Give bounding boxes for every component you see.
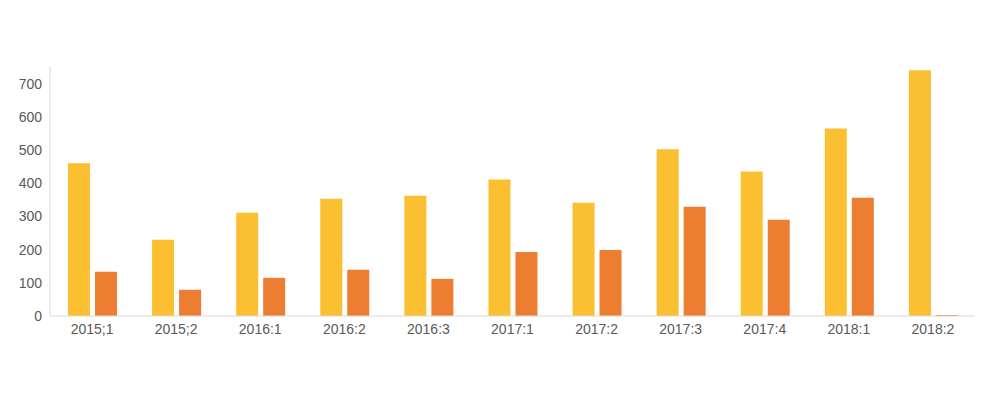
svg-text:2018:1: 2018:1 <box>827 321 870 337</box>
svg-text:2016:1: 2016:1 <box>239 321 282 337</box>
svg-text:2018:2: 2018:2 <box>912 321 955 337</box>
svg-text:0: 0 <box>34 308 42 324</box>
svg-text:2016:2: 2016:2 <box>323 321 366 337</box>
svg-text:500: 500 <box>19 142 43 158</box>
svg-text:300: 300 <box>19 208 43 224</box>
svg-text:2017:1: 2017:1 <box>491 321 534 337</box>
svg-text:400: 400 <box>19 175 43 191</box>
svg-text:600: 600 <box>19 109 43 125</box>
svg-text:100: 100 <box>19 275 43 291</box>
svg-text:200: 200 <box>19 242 43 258</box>
svg-text:2017:2: 2017:2 <box>575 321 618 337</box>
svg-text:2015;2: 2015;2 <box>155 321 198 337</box>
svg-text:2017:3: 2017:3 <box>659 321 702 337</box>
svg-text:2016:3: 2016:3 <box>407 321 450 337</box>
svg-text:2015;1: 2015;1 <box>71 321 114 337</box>
svg-text:700: 700 <box>19 76 43 92</box>
svg-text:2017:4: 2017:4 <box>743 321 786 337</box>
